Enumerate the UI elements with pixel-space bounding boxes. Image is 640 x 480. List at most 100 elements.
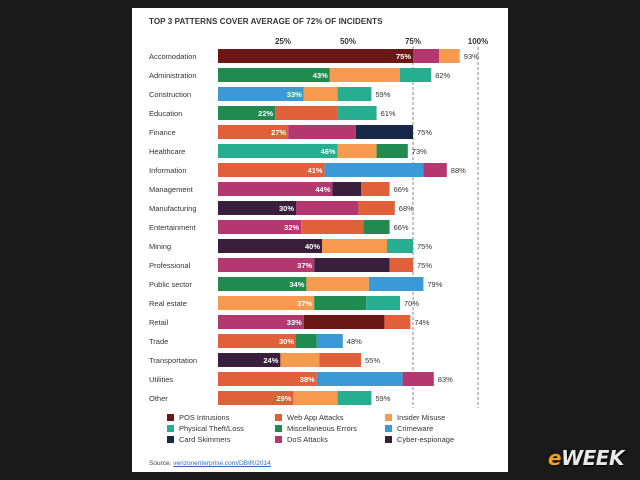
source-note: Source: verizonenterprise.com/DBIR/2014 — [149, 460, 271, 467]
bar-segment — [316, 372, 403, 386]
category-label: Real estate — [149, 299, 187, 308]
bar-segment — [218, 391, 294, 405]
bar-segment — [218, 87, 304, 101]
x-tick-label: 50% — [340, 37, 356, 46]
total-value-label: 93% — [464, 52, 479, 61]
legend-swatch — [385, 414, 392, 421]
bar-segment — [218, 258, 315, 272]
category-label: Other — [149, 394, 168, 403]
bar-segment — [413, 49, 439, 63]
legend-swatch — [275, 414, 282, 421]
total-value-label: 74% — [414, 318, 429, 327]
bar-segment — [389, 258, 413, 272]
bar-segment — [301, 220, 364, 234]
category-label: Trade — [149, 337, 168, 346]
source-link[interactable]: verizonenterprise.com/DBIR/2014 — [173, 460, 271, 467]
legend-swatch — [275, 425, 282, 432]
total-value-label: 68% — [399, 204, 414, 213]
segment-value-label: 33% — [287, 90, 302, 99]
bar-segment — [218, 201, 296, 215]
segment-value-label: 34% — [289, 280, 304, 289]
bar-segment — [329, 68, 400, 82]
logo-text: WEEK — [561, 446, 624, 470]
bar-segment — [439, 49, 460, 63]
bar-segment — [218, 68, 330, 82]
total-value-label: 66% — [394, 185, 409, 194]
bar-segment — [314, 258, 390, 272]
total-value-label: 48% — [347, 337, 362, 346]
x-tick-label: 25% — [275, 37, 291, 46]
bar-segment — [368, 277, 424, 291]
bar-segment — [218, 125, 289, 139]
legend-label: DoS Attacks — [287, 435, 328, 444]
legend-swatch — [385, 436, 392, 443]
legend-swatch — [167, 425, 174, 432]
x-tick-label: 75% — [405, 37, 421, 46]
bar-segment — [296, 334, 317, 348]
category-label: Entertainment — [149, 223, 197, 232]
bar-segment — [363, 220, 390, 234]
category-label: Education — [149, 109, 182, 118]
bar-segment — [402, 372, 434, 386]
category-label: Administration — [149, 71, 197, 80]
legend-label: Miscellaneous Errors — [287, 424, 357, 433]
bar-segment — [218, 220, 302, 234]
legend-label: Crimeware — [397, 424, 433, 433]
category-label: Manufacturing — [149, 204, 197, 213]
category-label: Finance — [149, 128, 176, 137]
total-value-label: 83% — [438, 375, 453, 384]
bar-segment — [218, 106, 276, 120]
segment-value-label: 27% — [271, 128, 286, 137]
segment-value-label: 40% — [305, 242, 320, 251]
segment-value-label: 75% — [396, 52, 411, 61]
legend-swatch — [167, 414, 174, 421]
legend-label: POS Intrusions — [179, 413, 230, 422]
segment-value-label: 37% — [297, 299, 312, 308]
segment-value-label: 46% — [321, 147, 336, 156]
segment-value-label: 44% — [315, 185, 330, 194]
bar-segment — [324, 163, 424, 177]
bar-segment — [218, 239, 322, 253]
bar-segment — [296, 201, 359, 215]
total-value-label: 75% — [417, 128, 432, 137]
segment-value-label: 30% — [279, 204, 294, 213]
x-tick-label: 100% — [468, 37, 488, 46]
bar-segment — [337, 391, 372, 405]
legend-swatch — [275, 436, 282, 443]
chart-title: TOP 3 PATTERNS COVER AVERAGE OF 72% OF I… — [149, 17, 383, 26]
bar-segment — [303, 315, 385, 329]
bar-segment — [275, 106, 338, 120]
bar-segment — [306, 277, 369, 291]
bar-segment — [337, 106, 377, 120]
segment-value-label: 32% — [284, 223, 299, 232]
segment-value-label: 33% — [287, 318, 302, 327]
total-value-label: 82% — [435, 71, 450, 80]
bar-segment — [387, 239, 413, 253]
bar-segment — [218, 334, 296, 348]
segment-value-label: 38% — [300, 375, 315, 384]
bar-segment — [366, 296, 400, 310]
bar-segment — [423, 163, 447, 177]
category-label: Retail — [149, 318, 169, 327]
bar-segment — [218, 315, 304, 329]
bar-segment — [280, 353, 320, 367]
bar-segment — [218, 296, 315, 310]
bar-segment — [218, 163, 325, 177]
total-value-label: 55% — [365, 356, 380, 365]
total-value-label: 61% — [381, 109, 396, 118]
bar-segment — [218, 372, 317, 386]
bar-segment — [358, 201, 395, 215]
category-label: Public sector — [149, 280, 192, 289]
total-value-label: 73% — [412, 147, 427, 156]
category-label: Utilities — [149, 375, 173, 384]
bar-segment — [218, 353, 281, 367]
bar-segment — [293, 391, 338, 405]
total-value-label: 88% — [451, 166, 466, 175]
category-label: Management — [149, 185, 194, 194]
bar-segment — [384, 315, 411, 329]
logo-accent: e — [548, 446, 562, 470]
legend-label: Insider Misuse — [397, 413, 445, 422]
bar-segment — [218, 277, 307, 291]
bar-segment — [316, 334, 343, 348]
bar-segment — [218, 144, 338, 158]
